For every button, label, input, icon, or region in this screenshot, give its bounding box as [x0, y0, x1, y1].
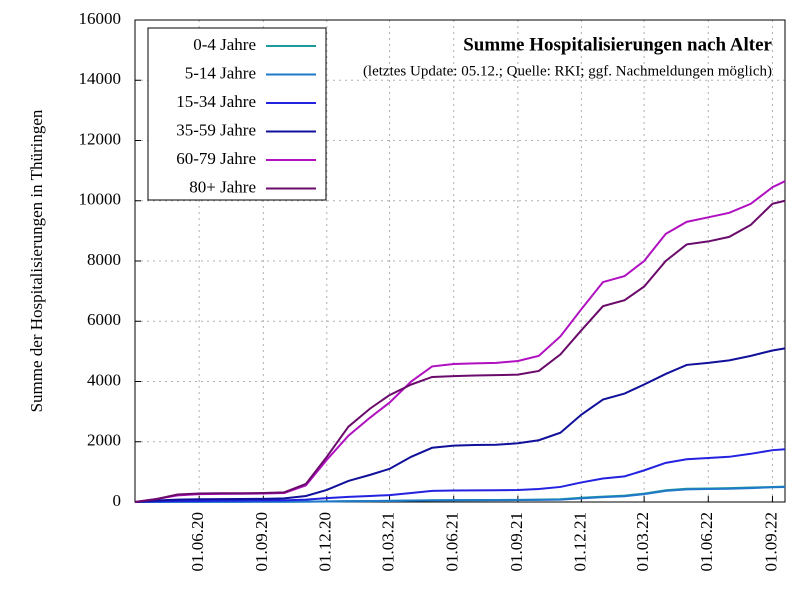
- x-tick-label: 01.09.21: [507, 512, 526, 572]
- x-tick-label: 01.03.22: [633, 512, 652, 572]
- y-tick-label: 0: [113, 491, 122, 510]
- legend-label: 5-14 Jahre: [185, 63, 256, 82]
- y-tick-label: 8000: [87, 250, 121, 269]
- series-line: [134, 485, 786, 503]
- x-tick-label: 01.06.21: [443, 512, 462, 572]
- x-tick-label: 01.06.22: [697, 512, 716, 572]
- y-tick-label: 10000: [79, 190, 122, 209]
- legend-label: 0-4 Jahre: [193, 35, 256, 54]
- chart-title: Summe Hospitalisierungen nach Alter: [463, 34, 772, 55]
- x-tick-label: 01.06.20: [188, 512, 207, 572]
- legend-label: 35-59 Jahre: [176, 120, 256, 139]
- chart-subtitle: (letztes Update: 05.12.; Quelle: RKI; gg…: [363, 63, 772, 79]
- legend-box: [147, 27, 327, 201]
- x-tick-label: 01.12.21: [570, 512, 589, 572]
- x-tick-label: 01.09.22: [761, 512, 780, 572]
- legend-label: 15-34 Jahre: [176, 92, 256, 111]
- y-axis-label: Summe der Hospitalisierungen in Thüringe…: [27, 109, 46, 412]
- series-line: [134, 347, 786, 503]
- plot-frame: [134, 19, 786, 503]
- y-tick-label: 6000: [87, 310, 121, 329]
- x-tick-label: 01.09.20: [252, 512, 271, 572]
- y-tick-label: 12000: [79, 129, 122, 148]
- y-tick-label: 2000: [87, 431, 121, 450]
- x-tick-label: 01.12.20: [316, 512, 335, 572]
- y-tick-label: 16000: [79, 9, 122, 28]
- x-tick-label: 01.03.21: [378, 512, 397, 572]
- series-line: [134, 180, 786, 503]
- y-tick-label: 4000: [87, 370, 121, 389]
- series-line: [134, 448, 786, 503]
- series-line: [134, 199, 786, 503]
- legend-label: 80+ Jahre: [189, 177, 256, 196]
- legend-label: 60-79 Jahre: [176, 149, 256, 168]
- y-tick-label: 14000: [79, 69, 122, 88]
